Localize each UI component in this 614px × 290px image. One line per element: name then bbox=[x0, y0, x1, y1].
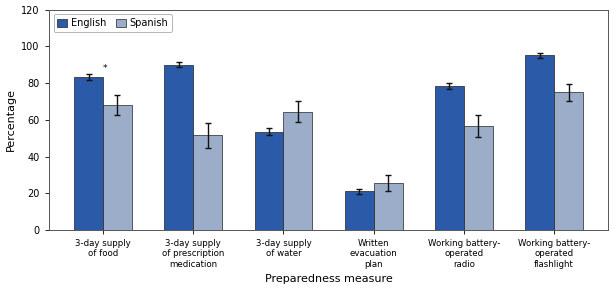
X-axis label: Preparedness measure: Preparedness measure bbox=[265, 274, 392, 284]
Bar bbox=[525, 55, 554, 230]
Y-axis label: Percentage: Percentage bbox=[6, 88, 15, 151]
Bar bbox=[103, 105, 132, 230]
Bar bbox=[464, 126, 493, 230]
Bar bbox=[165, 65, 193, 230]
Legend: English, Spanish: English, Spanish bbox=[53, 14, 173, 32]
Bar bbox=[193, 135, 222, 230]
Bar bbox=[435, 86, 464, 230]
Bar bbox=[74, 77, 103, 230]
Bar bbox=[374, 183, 403, 230]
Text: *: * bbox=[103, 64, 107, 72]
Bar bbox=[345, 191, 374, 230]
Bar bbox=[284, 112, 313, 230]
Bar bbox=[554, 92, 583, 230]
Bar bbox=[255, 132, 284, 230]
